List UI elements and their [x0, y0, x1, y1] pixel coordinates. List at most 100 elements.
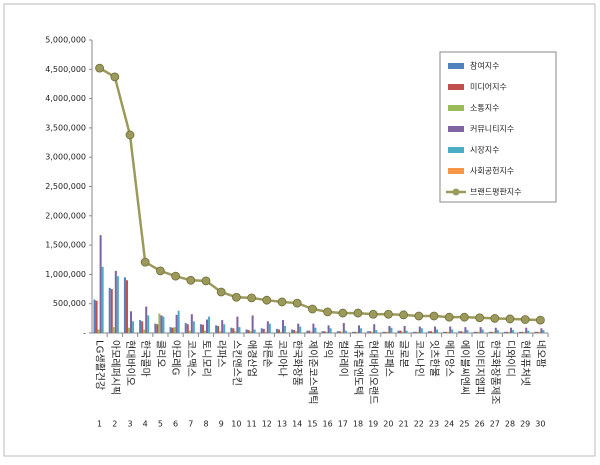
bar — [130, 311, 133, 333]
bar — [351, 331, 354, 333]
legend-swatch — [448, 147, 464, 153]
x-tick-label: 메디앙스 — [443, 340, 455, 377]
bar — [449, 326, 452, 333]
rank-label: 9 — [219, 420, 224, 429]
line-marker — [95, 63, 104, 73]
legend-marker — [452, 188, 460, 196]
bar — [217, 325, 220, 333]
bar — [436, 329, 439, 333]
x-tick-label: 글로본 — [398, 340, 410, 368]
rank-label: 27 — [490, 420, 500, 429]
line-marker — [323, 307, 333, 317]
rank-label: 5 — [158, 420, 163, 429]
bar — [416, 331, 419, 333]
bar — [291, 329, 294, 333]
bar — [512, 330, 515, 333]
bar — [496, 330, 499, 333]
x-tick-label: 코리아나 — [276, 340, 288, 377]
line-marker — [307, 304, 317, 314]
legend-swatch — [448, 105, 464, 111]
legend-label: 브랜드평판지수 — [470, 187, 522, 197]
bar — [154, 323, 157, 333]
bar — [208, 316, 211, 333]
bar — [125, 280, 128, 333]
bar — [147, 315, 150, 333]
legend-label: 커뮤니티지수 — [470, 124, 514, 134]
x-tick-label: 코스맥스 — [185, 340, 197, 377]
bar — [221, 320, 224, 333]
bar — [386, 331, 389, 333]
bar — [162, 316, 165, 333]
bar — [199, 324, 202, 333]
bar — [230, 327, 233, 333]
line-marker — [536, 315, 545, 325]
line-marker — [216, 287, 226, 297]
line-marker — [353, 308, 363, 318]
y-tick-label: 2,000,000 — [45, 211, 86, 220]
x-tick-label: 네오팜 — [534, 340, 546, 368]
bar — [206, 319, 209, 333]
bar — [219, 331, 222, 333]
y-tick-label: 3,000,000 — [45, 153, 86, 162]
x-tick-label: 아모레퍼시픽 — [109, 340, 121, 395]
bar — [282, 320, 285, 333]
x-tick-label: 토니모리 — [200, 340, 212, 377]
bar — [418, 326, 421, 333]
rank-label: 26 — [475, 420, 485, 429]
line-marker — [231, 292, 241, 302]
line-marker — [444, 312, 454, 322]
bar — [260, 328, 263, 333]
bar — [145, 306, 148, 333]
bar — [462, 331, 465, 333]
rank-label: 12 — [262, 420, 272, 429]
x-tick-label: 애경산업 — [246, 340, 259, 377]
bar — [266, 321, 269, 333]
bar — [175, 314, 178, 333]
bar — [342, 323, 345, 333]
bar — [297, 323, 300, 333]
bar — [399, 330, 402, 333]
bar — [95, 300, 98, 333]
bar — [505, 331, 508, 333]
bar — [336, 331, 339, 333]
bar — [369, 331, 372, 333]
bar — [523, 331, 526, 333]
bar — [184, 323, 187, 333]
rank-label: 29 — [520, 420, 530, 429]
bar — [534, 331, 537, 333]
x-tick-label: 클리오 — [154, 340, 166, 368]
y-tick-label: 2,500,000 — [45, 182, 86, 191]
line-marker — [399, 310, 409, 320]
bar — [249, 331, 252, 333]
line-marker — [140, 257, 150, 267]
bar — [447, 331, 450, 333]
bar — [479, 327, 482, 333]
bar — [473, 331, 476, 333]
bar — [373, 324, 376, 333]
bar — [360, 328, 363, 333]
rank-label: 13 — [277, 420, 287, 429]
bar — [275, 328, 278, 333]
rank-label: 4 — [143, 420, 148, 429]
bar — [490, 331, 493, 333]
bar — [169, 327, 172, 333]
rank-label: 6 — [173, 420, 178, 429]
bar — [519, 331, 522, 333]
bar — [238, 327, 241, 333]
bar — [127, 327, 130, 333]
line-marker — [459, 312, 469, 322]
bar — [160, 315, 163, 333]
line-marker — [110, 72, 120, 82]
bar — [112, 327, 115, 333]
bar — [123, 277, 126, 333]
rank-label: 17 — [338, 420, 348, 429]
bar — [475, 331, 478, 333]
bar — [215, 325, 218, 333]
bar — [510, 327, 513, 333]
bar — [141, 321, 144, 333]
bar — [188, 330, 191, 333]
line-marker — [125, 130, 135, 140]
rank-label: 11 — [247, 420, 257, 429]
x-tick-label: 잇츠한불 — [428, 340, 440, 377]
bar — [503, 331, 506, 333]
